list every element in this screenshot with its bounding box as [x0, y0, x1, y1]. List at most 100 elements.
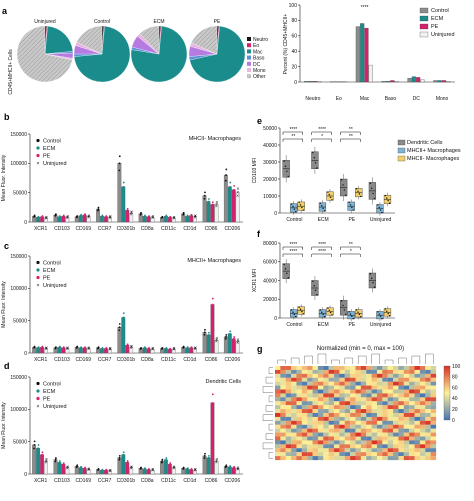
box-point [387, 199, 389, 202]
heatmap-cell [307, 424, 313, 429]
heatmap-cell [419, 432, 426, 437]
bars-point: × [87, 467, 90, 473]
bars-xtick-label: CCR7 [98, 226, 112, 232]
heatmap-cell [296, 444, 302, 449]
bars-legend-marker [36, 146, 40, 150]
heatmap-cell [307, 401, 313, 406]
heatmap-cell [280, 393, 286, 398]
heatmap-cell [275, 452, 281, 457]
heatmap-cell [312, 369, 319, 374]
heatmap-cell [414, 428, 420, 433]
heatmap-cell [296, 401, 302, 406]
heatmap-cell [387, 444, 394, 449]
bars-point [118, 458, 121, 461]
heatmap-cell [334, 424, 340, 429]
bars-point [144, 467, 146, 470]
heatmap-cell [414, 377, 420, 382]
heatmap-cell [334, 385, 340, 390]
bars-point [118, 454, 121, 457]
heatmap-cell [425, 389, 431, 394]
heatmap-cell [344, 416, 351, 421]
bars-point [62, 346, 65, 349]
bars-point [101, 214, 104, 217]
heatmap-cell [280, 389, 286, 394]
heatmap-cell [360, 373, 367, 378]
heatmap-cell [366, 409, 372, 414]
bars-point [118, 329, 121, 332]
heatmap-cell [425, 448, 431, 453]
heatmap-cell [312, 420, 319, 425]
box-point [322, 313, 324, 316]
heatmap-cell [339, 373, 345, 378]
bars-point [76, 345, 79, 348]
bars-point: × [215, 338, 218, 344]
heatmap-cell [403, 389, 410, 394]
heatmap-cell [291, 381, 297, 386]
heatmap-cell [291, 424, 297, 429]
bars-point [161, 347, 164, 349]
heatmap-cell [307, 397, 313, 402]
heatmap-cell [382, 452, 388, 457]
heatmap-cell [382, 393, 388, 398]
abar-xtick-label: Neutro [305, 96, 320, 102]
heatmap-cell [360, 440, 367, 445]
heatmap-cell [409, 397, 415, 402]
bars-point: × [215, 202, 218, 208]
heatmap-cell [371, 389, 378, 394]
heatmap-cell [344, 420, 351, 425]
heatmap-cell [296, 416, 302, 421]
heatmap-cell [387, 381, 394, 386]
heatmap-cell [328, 401, 335, 406]
heatmap-cell [307, 452, 313, 457]
bars-point [97, 468, 100, 470]
heatmap-cell [350, 405, 356, 410]
heatmap-cell [334, 456, 340, 461]
abar-bar [416, 77, 421, 83]
heatmap-cell [301, 366, 308, 371]
box-legend-swatch [397, 155, 406, 162]
heatmap-cell [366, 401, 372, 406]
box-xtick-label: Uninjured [370, 217, 392, 223]
bars-xtick-label: CD301b [117, 478, 136, 484]
heatmap-cell [382, 366, 388, 371]
bars-bar [214, 460, 219, 475]
heatmap-cell [403, 385, 410, 390]
heatmap-cell [366, 440, 372, 445]
bars-point [211, 205, 214, 208]
abar-xtick-label: Baso [385, 96, 397, 102]
heatmap-cell [334, 448, 340, 453]
bars-title: MHCII- Macrophages [189, 136, 242, 142]
heatmap-cell [393, 373, 399, 378]
bars-point [232, 339, 235, 342]
heatmap-cell [301, 401, 308, 406]
heatmap-cell [317, 440, 324, 445]
heatmap-cell [419, 456, 426, 461]
heatmap-cell [360, 366, 367, 371]
box-point [293, 208, 296, 210]
heatmap-cell [376, 424, 383, 429]
abar-legend-label: Control [431, 8, 449, 14]
bars-bar [227, 186, 232, 223]
heatmap-cell [312, 401, 319, 406]
bars-bar [210, 402, 215, 475]
bars-bar [86, 348, 91, 354]
bars-point: × [215, 336, 218, 342]
bars-ytick-label: 150000 [10, 254, 27, 260]
heatmap-cell [307, 389, 313, 394]
heatmap-cell [296, 369, 302, 374]
heatmap-cell [344, 424, 351, 429]
heatmap-cell [419, 369, 426, 374]
heatmap-cell [387, 440, 394, 445]
heatmap-cell [317, 393, 324, 398]
heatmap-cell [419, 436, 426, 441]
box-point [378, 313, 380, 315]
heatmap-cell [425, 401, 431, 406]
bars-point [186, 214, 189, 217]
bars-point [190, 346, 193, 349]
bars-point [208, 198, 210, 200]
heatmap-cell [382, 448, 388, 453]
heatmap-cell [398, 432, 404, 437]
heatmap-cell [317, 436, 324, 441]
box-point [329, 311, 332, 314]
heatmap-cell [355, 409, 361, 414]
